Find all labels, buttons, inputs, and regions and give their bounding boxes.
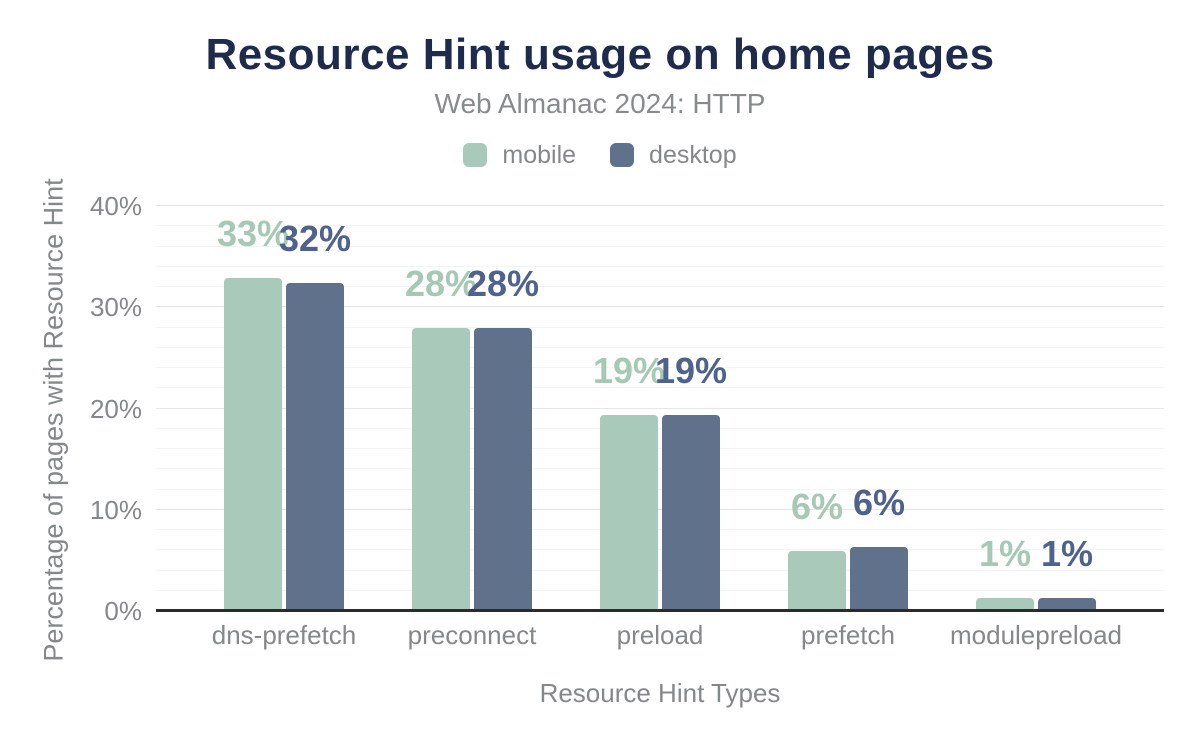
minor-gridline xyxy=(156,265,1164,267)
chart-title: Resource Hint usage on home pages xyxy=(205,30,995,79)
minor-gridline xyxy=(156,346,1164,348)
bar-mobile-prefetch[interactable] xyxy=(788,551,846,610)
bar-desktop-preload[interactable] xyxy=(662,414,720,610)
bar-mobile-preload[interactable] xyxy=(600,414,658,610)
major-gridline xyxy=(156,508,1164,510)
minor-gridline xyxy=(156,245,1164,247)
mobile-swatch-icon xyxy=(463,143,488,167)
bar-desktop-modulepreload[interactable] xyxy=(1038,597,1096,610)
minor-gridline xyxy=(156,427,1164,429)
minor-gridline xyxy=(156,448,1164,449)
bar-value-label-desktop-modulepreload: 1% xyxy=(1040,532,1094,574)
minor-gridline xyxy=(156,529,1164,530)
bar-desktop-dns-prefetch[interactable] xyxy=(286,282,344,610)
bar-value-label-desktop-prefetch: 6% xyxy=(852,482,906,524)
minor-gridline xyxy=(156,589,1164,591)
bar-value-label-mobile-modulepreload: 1% xyxy=(978,532,1032,574)
minor-gridline xyxy=(156,549,1164,551)
y-tick-label: 30% xyxy=(89,292,142,323)
x-tick-label-preload: preload xyxy=(616,620,704,650)
x-tick-label-modulepreload: modulepreload xyxy=(949,620,1122,650)
bar-value-label-desktop-dns-prefetch: 32% xyxy=(278,217,352,259)
minor-gridline xyxy=(156,569,1164,571)
minor-gridline xyxy=(156,286,1164,287)
minor-gridline xyxy=(156,225,1164,227)
desktop-swatch-icon xyxy=(610,143,635,167)
minor-gridline xyxy=(156,387,1164,389)
minor-gridline xyxy=(156,488,1164,490)
bar-mobile-preconnect[interactable] xyxy=(412,327,470,610)
minor-gridline xyxy=(156,468,1164,470)
bar-mobile-modulepreload[interactable] xyxy=(976,597,1034,610)
y-tick-label: 20% xyxy=(89,393,142,424)
major-gridline xyxy=(156,306,1164,308)
legend-label-mobile: mobile xyxy=(502,140,577,169)
y-tick-label: 0% xyxy=(104,596,142,626)
x-tick-label-dns-prefetch: dns-prefetch xyxy=(211,620,357,650)
y-tick-label: 40% xyxy=(89,191,142,221)
legend-item-desktop[interactable]: desktop xyxy=(610,141,737,170)
minor-gridline xyxy=(156,367,1164,368)
bar-desktop-preconnect[interactable] xyxy=(474,327,532,610)
bar-value-label-mobile-prefetch: 6% xyxy=(790,486,844,528)
bar-mobile-dns-prefetch[interactable] xyxy=(224,277,282,610)
bar-value-label-mobile-preload: 19% xyxy=(592,349,666,391)
major-gridline xyxy=(156,407,1164,409)
legend-label-desktop: desktop xyxy=(649,140,737,169)
legend-item-mobile[interactable]: mobile xyxy=(463,141,576,170)
bar-value-label-desktop-preload: 19% xyxy=(654,349,728,391)
minor-gridline xyxy=(156,326,1164,328)
bar-value-label-desktop-preconnect: 28% xyxy=(466,262,540,304)
x-tick-label-preconnect: preconnect xyxy=(407,620,537,650)
y-tick-label: 10% xyxy=(89,494,142,525)
bar-desktop-prefetch[interactable] xyxy=(850,547,908,610)
x-tick-label-prefetch: prefetch xyxy=(801,620,895,650)
x-axis-line xyxy=(156,609,1164,612)
legend: mobile desktop xyxy=(0,140,1200,170)
major-gridline xyxy=(156,205,1164,206)
bar-value-label-mobile-dns-prefetch: 33% xyxy=(216,212,290,254)
chart-subtitle: Web Almanac 2024: HTTP xyxy=(434,88,766,119)
x-axis-title: Resource Hint Types xyxy=(539,678,781,708)
bar-value-label-mobile-preconnect: 28% xyxy=(404,262,478,304)
